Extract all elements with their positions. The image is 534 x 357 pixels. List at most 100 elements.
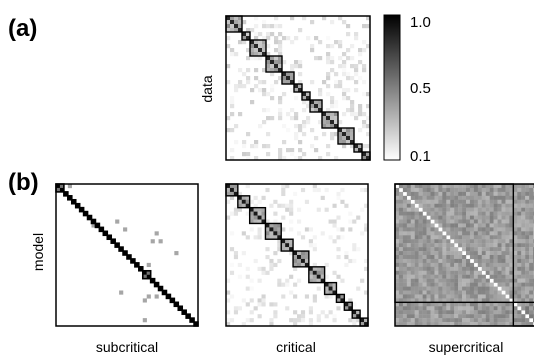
heatmap-cell bbox=[450, 278, 455, 283]
heatmap-cell bbox=[426, 203, 431, 208]
heatmap-cell bbox=[410, 215, 415, 220]
heatmap-cell bbox=[481, 231, 486, 236]
heatmap-cell bbox=[346, 108, 351, 113]
heatmap-cell bbox=[438, 207, 443, 212]
heatmap-cell bbox=[278, 148, 283, 153]
heatmap-cell bbox=[473, 290, 479, 295]
heatmap-cell bbox=[316, 278, 321, 283]
heatmap-cell bbox=[166, 294, 171, 299]
heatmap-cell bbox=[493, 270, 498, 275]
heatmap-cell bbox=[509, 294, 514, 299]
heatmap-cell bbox=[406, 211, 411, 216]
heatmap-cell bbox=[354, 140, 359, 145]
heatmap-cell bbox=[513, 207, 518, 212]
heatmap-cell bbox=[422, 227, 427, 232]
heatmap-cell bbox=[489, 223, 494, 228]
heatmap-cell bbox=[316, 318, 321, 323]
heatmap-cell bbox=[306, 92, 311, 97]
heatmap-cell bbox=[481, 207, 486, 212]
heatmap-cell bbox=[398, 302, 404, 307]
heatmap-cell bbox=[270, 56, 275, 61]
heatmap-cell bbox=[362, 24, 367, 29]
heatmap-cell bbox=[344, 255, 349, 260]
heatmap-cell bbox=[230, 96, 235, 101]
heatmap-cell bbox=[458, 266, 463, 271]
heatmap-cell bbox=[426, 231, 431, 236]
heatmap-cell bbox=[358, 128, 363, 133]
heatmap-cell bbox=[348, 298, 353, 303]
heatmap-cell bbox=[330, 132, 335, 137]
heatmap-cell bbox=[146, 262, 151, 268]
heatmap-cell bbox=[497, 290, 502, 295]
heatmap-cell bbox=[178, 306, 183, 311]
heatmap-cell bbox=[338, 44, 343, 49]
heatmap-cell bbox=[290, 152, 295, 157]
heatmap-cell bbox=[402, 227, 408, 232]
heatmap-cell bbox=[342, 96, 347, 101]
heatmap-cell bbox=[229, 318, 235, 323]
heatmap-cell bbox=[340, 227, 345, 232]
heatmap-cell bbox=[262, 120, 267, 125]
heatmap-cell bbox=[466, 235, 471, 240]
heatmap-cell bbox=[473, 195, 479, 200]
heatmap-cell bbox=[497, 195, 502, 200]
heatmap-cell bbox=[254, 56, 259, 61]
heatmap-cell bbox=[352, 258, 357, 264]
heatmap-cell bbox=[473, 223, 479, 228]
heatmap-cell bbox=[402, 270, 408, 275]
heatmap-cell bbox=[529, 191, 534, 197]
heatmap-cell bbox=[426, 294, 431, 299]
heatmap-cell bbox=[430, 191, 435, 197]
heatmap-cell bbox=[258, 32, 263, 37]
heatmap-cell bbox=[450, 211, 455, 216]
heatmap-cell bbox=[406, 282, 411, 287]
heatmap-cell bbox=[529, 266, 534, 271]
heatmap-cell bbox=[422, 298, 427, 303]
heatmap-cell bbox=[517, 270, 522, 275]
heatmap-cell bbox=[438, 298, 443, 303]
heatmap-cell bbox=[505, 255, 510, 260]
heatmap-cell bbox=[418, 243, 423, 248]
heatmap-cell bbox=[250, 52, 255, 57]
heatmap-cell bbox=[529, 239, 534, 244]
heatmap-cell bbox=[410, 227, 415, 232]
heatmap-cell bbox=[410, 274, 415, 279]
heatmap-cell bbox=[364, 258, 369, 264]
heatmap-cell bbox=[466, 207, 471, 212]
heatmap-cell bbox=[505, 278, 510, 283]
heatmap-cell bbox=[462, 187, 467, 193]
heatmap-cell bbox=[366, 144, 371, 149]
heatmap-cell bbox=[513, 203, 518, 208]
heatmap-cell bbox=[505, 195, 510, 200]
heatmap-cell bbox=[245, 266, 250, 271]
heatmap-cell bbox=[395, 215, 400, 220]
heatmap-cell bbox=[293, 282, 298, 287]
heatmap-cell bbox=[234, 140, 239, 145]
heatmap-cell bbox=[324, 282, 329, 287]
heatmap-cell bbox=[450, 270, 455, 275]
heatmap-cell bbox=[414, 191, 419, 197]
heatmap-cell bbox=[398, 286, 404, 291]
heatmap-cell bbox=[477, 322, 482, 327]
heatmap-cell bbox=[517, 184, 522, 189]
heatmap-cell bbox=[473, 203, 479, 208]
heatmap-cell bbox=[462, 322, 467, 327]
heatmap-cell bbox=[358, 104, 363, 109]
heatmap-cell bbox=[442, 298, 447, 303]
heatmap-cell bbox=[497, 231, 502, 236]
heatmap-cell bbox=[469, 318, 475, 323]
heatmap-cell bbox=[454, 227, 459, 232]
heatmap-cell bbox=[230, 28, 235, 33]
heatmap-cell bbox=[462, 215, 467, 220]
heatmap-cell bbox=[334, 84, 339, 89]
heatmap-cell bbox=[473, 318, 479, 323]
heatmap-cell bbox=[529, 314, 534, 319]
heatmap-cell bbox=[278, 152, 283, 157]
heatmap-cell bbox=[517, 286, 522, 291]
heatmap-cell bbox=[362, 112, 367, 117]
heatmap-cell bbox=[446, 294, 451, 299]
heatmap-cell bbox=[278, 76, 283, 81]
heatmap-cell bbox=[450, 266, 455, 271]
block-outline bbox=[126, 254, 132, 260]
heatmap-cell bbox=[348, 227, 353, 232]
